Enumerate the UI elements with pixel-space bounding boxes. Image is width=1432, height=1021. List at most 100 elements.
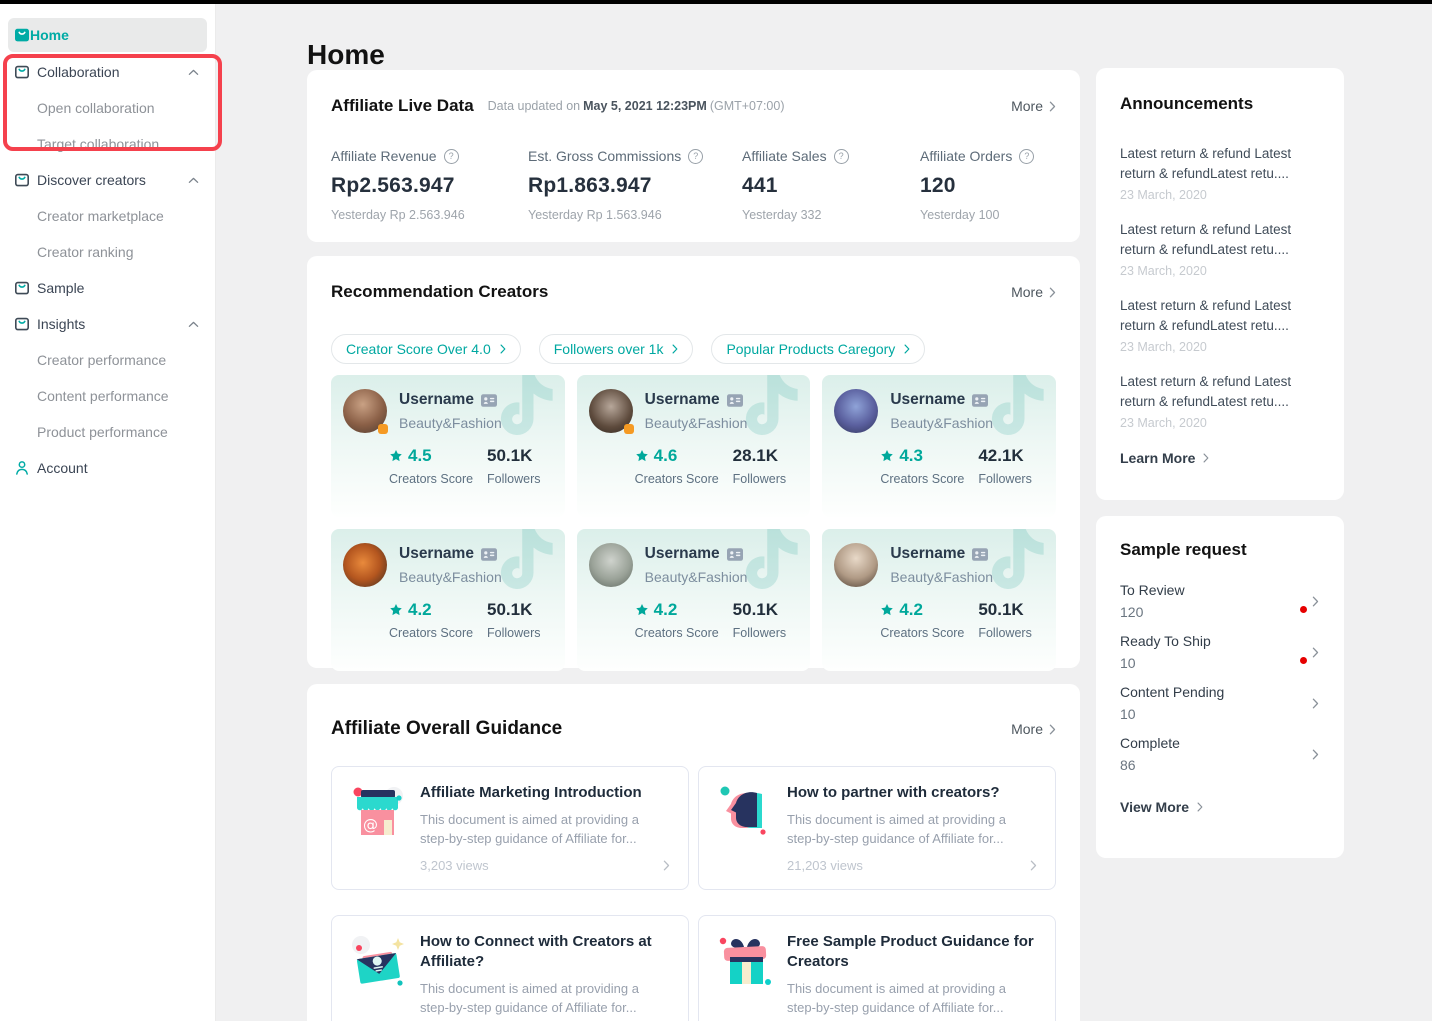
view-more-link[interactable]: View More [1120,799,1320,815]
filter-chip-popular-products[interactable]: Popular Products Caregory [711,334,926,364]
sidebar-item-account[interactable]: Account [0,450,215,486]
guidance-card-partner-with-creators[interactable]: How to partner with creators? This docum… [698,766,1056,890]
sidebar-item-target-collaboration[interactable]: Target collaboration [0,126,215,162]
sidebar-item-collaboration[interactable]: Collaboration [0,54,215,90]
tiktok-note-icon [738,529,810,593]
creator-card[interactable]: Username Beauty&Fashion 4.2 Creators Sco… [576,529,811,671]
announcement-item[interactable]: Latest return & refund Latest return & r… [1120,372,1320,430]
guidance-title: Affiliate Marketing Introduction [420,784,642,801]
chevron-right-icon [1197,802,1203,812]
chip-label: Creator Score Over 4.0 [346,341,491,357]
score-label: Creators Score [389,472,474,486]
announcement-date: 23 March, 2020 [1120,188,1207,202]
view-more-label: View More [1120,799,1189,815]
announcement-item[interactable]: Latest return & refund Latest return & r… [1120,220,1320,278]
more-label: More [1011,284,1043,300]
creator-followers: 28.1K [732,446,779,465]
guidance-card-marketing-introduction[interactable]: Affiliate Marketing Introduction This do… [331,766,689,890]
star-icon [635,449,649,463]
filter-chip-creator-score[interactable]: Creator Score Over 4.0 [331,334,521,364]
avatar [588,389,634,434]
filter-chip-followers[interactable]: Followers over 1k [538,334,694,364]
shop-icon [14,64,30,80]
sample-request-row-to-review[interactable]: To Review 120 [1120,582,1320,620]
metric-yesterday: Yesterday Rp 2.563.946 [331,208,465,222]
sidebar-item-label: Insights [37,316,86,332]
help-icon[interactable]: ? [1019,148,1035,164]
sample-request-row-complete[interactable]: Complete 86 [1120,735,1320,773]
chevron-right-icon [1312,749,1319,760]
sidebar-item-discover-creators[interactable]: Discover creators [0,162,215,198]
creator-card[interactable]: Username Beauty&Fashion 4.6 Creators Sco… [576,375,811,517]
learn-more-label: Learn More [1120,450,1196,466]
announcement-text: Latest return & refund Latest return & r… [1120,374,1292,409]
guidance-grid: Affiliate Marketing Introduction This do… [331,766,1056,1021]
chevron-up-icon [188,69,199,76]
more-button[interactable]: More [1011,721,1056,737]
row-value: 120 [1120,604,1144,620]
metric-affiliate-revenue: Affiliate Revenue? Rp2.563.947 Yesterday… [331,148,528,222]
shop-icon [14,27,30,43]
card-title: Affiliate Live Data [331,96,474,115]
chevron-right-icon [672,344,678,354]
sample-request-row-ready-to-ship[interactable]: Ready To Ship 10 [1120,633,1320,671]
creator-category: Beauty&Fashion [644,415,748,431]
creator-followers: 50.1K [978,600,1024,619]
avatar [343,543,387,587]
help-icon[interactable]: ? [443,148,459,164]
sidebar-item-insights[interactable]: Insights [0,306,215,342]
sample-request-row-content-pending[interactable]: Content Pending 10 [1120,684,1320,722]
sidebar-item-content-performance[interactable]: Content performance [0,378,215,414]
card-title: Affiliate Overall Guidance [331,718,563,739]
sidebar-item-home[interactable]: Home [8,18,207,52]
row-label: Ready To Ship [1120,633,1211,649]
score-label: Creators Score [880,472,965,486]
creator-card[interactable]: Username Beauty&Fashion 4.5 Creators Sco… [331,375,565,517]
help-icon[interactable]: ? [688,148,704,164]
star-icon [880,603,894,617]
tiktok-note-icon [493,375,565,439]
chevron-right-icon [1312,647,1319,658]
sidebar-item-creator-marketplace[interactable]: Creator marketplace [0,198,215,234]
sidebar-item-product-performance[interactable]: Product performance [0,414,215,450]
metric-value: 441 [742,174,778,197]
announcement-date: 23 March, 2020 [1120,416,1207,430]
learn-more-link[interactable]: Learn More [1120,450,1320,466]
creator-card[interactable]: Username Beauty&Fashion 4.2 Creators Sco… [822,529,1056,671]
chevron-right-icon [1049,101,1056,112]
sidebar-item-label: Content performance [37,388,169,404]
sidebar-item-label: Home [30,27,69,43]
more-button[interactable]: More [1011,98,1056,114]
sidebar-item-sample[interactable]: Sample [0,270,215,306]
more-button[interactable]: More [1011,284,1056,300]
head-illustration-icon [717,783,773,839]
score-label: Creators Score [634,626,719,640]
sidebar-item-creator-performance[interactable]: Creator performance [0,342,215,378]
help-icon[interactable]: ? [833,148,849,164]
announcement-item[interactable]: Latest return & refund Latest return & r… [1120,144,1320,202]
guidance-card-connect-with-creators[interactable]: How to Connect with Creators at Affiliat… [331,915,689,1021]
creator-score: 4.2 [653,600,678,619]
chevron-right-icon[interactable] [1030,860,1037,871]
followers-label: Followers [978,472,1032,486]
chevron-right-icon[interactable] [663,860,670,871]
creator-score: 4.5 [408,446,432,465]
creator-card[interactable]: Username Beauty&Fashion 4.3 Creators Sco… [822,375,1056,517]
guidance-description: This document is aimed at providing a st… [420,812,639,846]
views-count: 3,203 views [420,858,489,873]
sidebar-item-creator-ranking[interactable]: Creator ranking [0,234,215,270]
guidance-title: Free Sample Product Guidance for Creator… [787,933,1034,970]
announcement-item[interactable]: Latest return & refund Latest return & r… [1120,296,1320,354]
metrics-row: Affiliate Revenue? Rp2.563.947 Yesterday… [331,148,1056,222]
guidance-description: This document is aimed at providing a st… [787,812,1006,846]
panel-title: Announcements [1120,94,1254,113]
creator-card[interactable]: Username Beauty&Fashion 4.2 Creators Sco… [331,529,565,671]
guidance-card-free-sample-guidance[interactable]: Free Sample Product Guidance for Creator… [698,915,1056,1021]
chip-label: Popular Products Caregory [726,341,896,357]
sidebar-item-open-collaboration[interactable]: Open collaboration [0,90,215,126]
sidebar-item-label: Target collaboration [37,136,160,152]
metric-affiliate-orders: Affiliate Orders? 120 Yesterday 100 [920,148,1035,222]
alert-dot [1300,606,1307,613]
chevron-up-icon [188,177,199,184]
sidebar-item-label: Account [37,460,88,476]
